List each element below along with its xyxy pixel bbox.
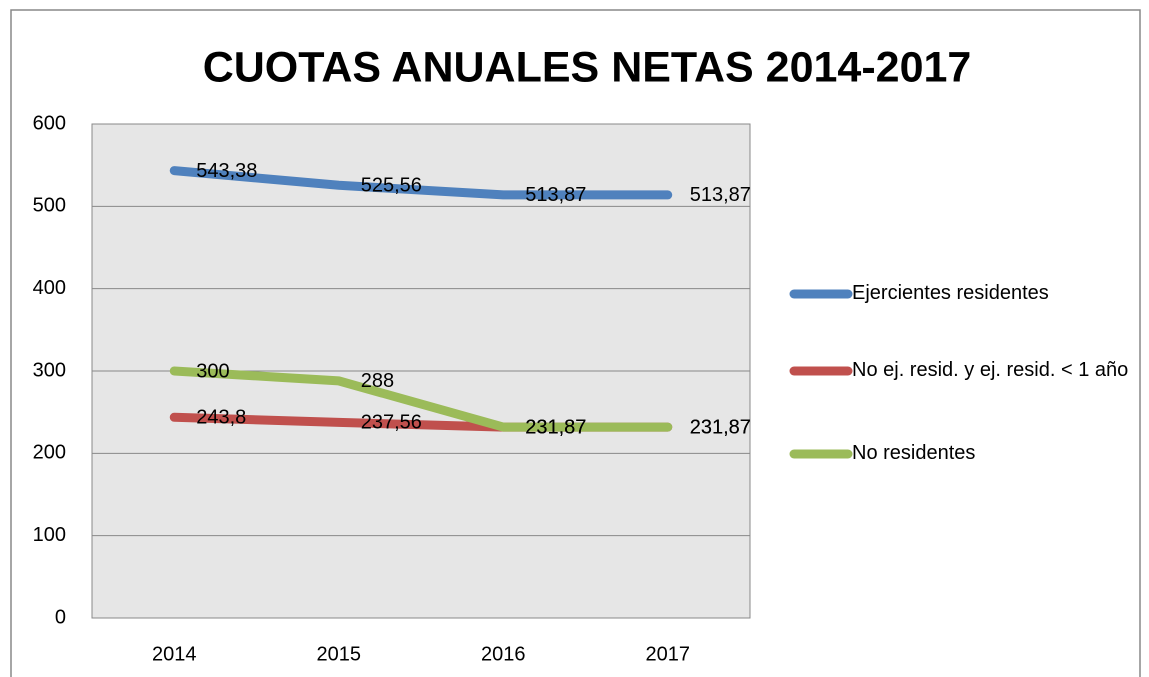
- x-tick-label: 2016: [481, 643, 526, 665]
- x-tick-label: 2015: [317, 643, 362, 665]
- y-tick-label: 600: [33, 112, 66, 134]
- data-label: 288: [361, 370, 394, 392]
- data-label: 513,87: [525, 184, 586, 206]
- data-label: 525,56: [361, 175, 422, 197]
- y-tick-label: 300: [33, 359, 66, 381]
- data-label: 231,87: [690, 416, 751, 438]
- data-label: 543,38: [196, 160, 257, 182]
- data-label: 300: [196, 360, 229, 382]
- y-tick-label: 0: [55, 606, 66, 628]
- data-label: 237,56: [361, 412, 422, 434]
- legend-label: No ej. resid. y ej. resid. < 1 año: [852, 359, 1129, 381]
- y-tick-label: 400: [33, 277, 66, 299]
- series-line: [169, 366, 673, 432]
- data-label: 513,87: [690, 184, 751, 206]
- data-label: 231,87: [690, 416, 751, 438]
- legend-label: Ejercientes residentes: [852, 282, 1049, 304]
- y-tick-label: 200: [33, 442, 66, 464]
- series-line: [169, 166, 673, 200]
- data-label: 231,87: [525, 416, 586, 438]
- y-tick-label: 500: [33, 195, 66, 217]
- data-label: 231,87: [525, 416, 586, 438]
- x-tick-label: 2017: [646, 643, 691, 665]
- legend-label: No residentes: [852, 442, 976, 464]
- x-tick-label: 2014: [152, 643, 197, 665]
- y-tick-label: 100: [33, 524, 66, 546]
- data-label: 243,8: [196, 407, 246, 429]
- chart-title: CUOTAS ANUALES NETAS 2014-2017: [203, 43, 972, 91]
